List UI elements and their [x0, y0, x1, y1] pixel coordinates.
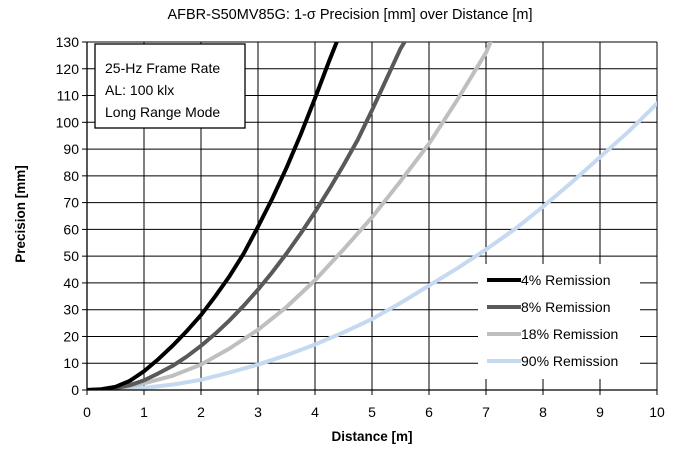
y-tick-label: 0: [71, 382, 79, 398]
x-tick-label: 10: [649, 404, 665, 420]
series-line-1: [87, 42, 339, 390]
annotation-frame-rate: 25-Hz Frame Rate: [105, 60, 220, 76]
x-tick-label: 9: [596, 404, 604, 420]
y-tick-label: 10: [63, 355, 79, 371]
x-tick-label: 1: [140, 404, 148, 420]
y-tick-label: 60: [63, 221, 79, 237]
x-axis-title: Distance [m]: [331, 429, 412, 444]
annotation-mode: Long Range Mode: [105, 104, 220, 120]
y-tick-label: 50: [63, 248, 79, 264]
legend: 4% Remission 8% Remission 18% Remission 90%…: [478, 264, 640, 379]
y-tick-label: 110: [57, 88, 80, 104]
series-line-3: [87, 42, 493, 390]
x-tick-label: 4: [311, 404, 319, 420]
y-tick-label: 20: [63, 328, 79, 344]
annotation-box-frame: [94, 43, 246, 129]
y-tick-label: 40: [63, 275, 79, 291]
legend-label: 18% Remission: [521, 326, 618, 342]
x-tick-label: 2: [197, 404, 205, 420]
y-tick-label: 70: [63, 195, 79, 211]
y-tick-label: 30: [63, 302, 79, 318]
x-tick-label: 5: [368, 404, 376, 420]
y-tick-label: 80: [63, 168, 79, 184]
y-tick-label: 90: [63, 141, 79, 157]
x-tick-label: 0: [83, 404, 91, 420]
x-tick-label: 6: [425, 404, 433, 420]
legend-label: 8% Remission: [521, 299, 610, 315]
x-tick-label: 7: [482, 404, 490, 420]
series-layer: [87, 42, 657, 390]
x-tick-label: 8: [539, 404, 547, 420]
annotation-ambient-light: AL: 100 klx: [105, 82, 174, 98]
annotation-box: 25-Hz Frame Rate AL: 100 klx Long Range …: [94, 43, 246, 129]
legend-label: 4% Remission: [521, 272, 610, 288]
x-tick-label: 3: [254, 404, 262, 420]
y-axis-title: Precision [mm]: [13, 165, 28, 263]
y-tick-label: 100: [56, 114, 80, 130]
axis-layer: 0 10 20 30 40 50 60 70 80 90 100 110 120 130 0 1 2 3 4 5 6 7 8…: [56, 34, 665, 420]
y-tick-label: 130: [56, 34, 80, 50]
series-line-4: [87, 101, 657, 390]
legend-label: 90% Remission: [521, 353, 618, 369]
series-line-2: [87, 42, 407, 390]
chart-title: AFBR-S50MV85G: 1-σ Precision [mm] over D…: [167, 7, 532, 23]
y-tick-label: 120: [56, 61, 80, 77]
